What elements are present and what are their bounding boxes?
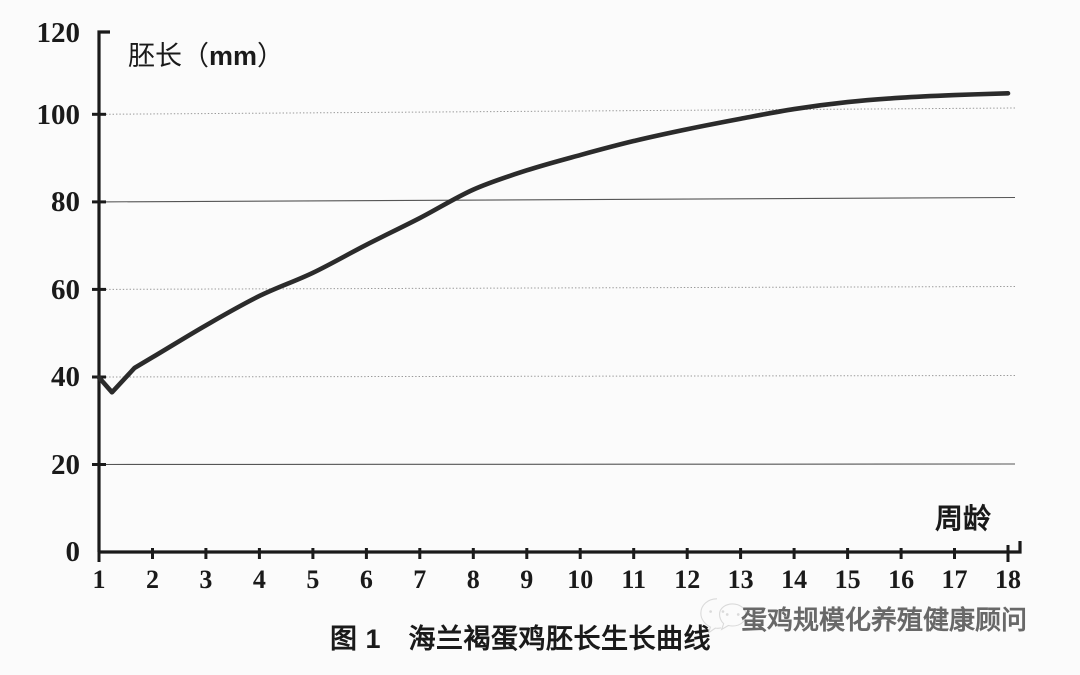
svg-text:16: 16 (888, 565, 914, 594)
svg-text:1: 1 (93, 565, 106, 594)
svg-text:20: 20 (51, 449, 80, 481)
svg-text:17: 17 (942, 565, 968, 594)
svg-text:120: 120 (37, 17, 81, 49)
svg-text:周龄: 周龄 (935, 503, 992, 534)
svg-text:13: 13 (728, 565, 754, 594)
svg-text:12: 12 (674, 565, 700, 594)
svg-text:胚长（mm）: 胚长（mm） (128, 41, 284, 71)
svg-text:100: 100 (37, 99, 81, 131)
svg-text:10: 10 (567, 565, 593, 594)
svg-text:15: 15 (835, 565, 861, 594)
svg-text:0: 0 (66, 536, 81, 568)
svg-text:5: 5 (306, 565, 319, 594)
svg-text:14: 14 (781, 565, 807, 594)
svg-text:11: 11 (621, 565, 646, 594)
svg-text:60: 60 (51, 274, 80, 306)
svg-text:7: 7 (413, 565, 426, 594)
svg-text:8: 8 (467, 565, 480, 594)
svg-text:2: 2 (146, 565, 159, 594)
svg-text:9: 9 (520, 565, 533, 594)
svg-text:80: 80 (51, 186, 80, 218)
svg-text:4: 4 (253, 565, 266, 594)
svg-text:3: 3 (199, 565, 212, 594)
svg-text:6: 6 (360, 565, 373, 594)
svg-text:18: 18 (995, 565, 1021, 594)
svg-text:图 1 海兰褐蛋鸡胚长生长曲线: 图 1 海兰褐蛋鸡胚长生长曲线 (330, 624, 711, 654)
svg-text:40: 40 (51, 361, 80, 393)
svg-text:蛋鸡规模化养殖健康顾问: 蛋鸡规模化养殖健康顾问 (741, 605, 1027, 635)
